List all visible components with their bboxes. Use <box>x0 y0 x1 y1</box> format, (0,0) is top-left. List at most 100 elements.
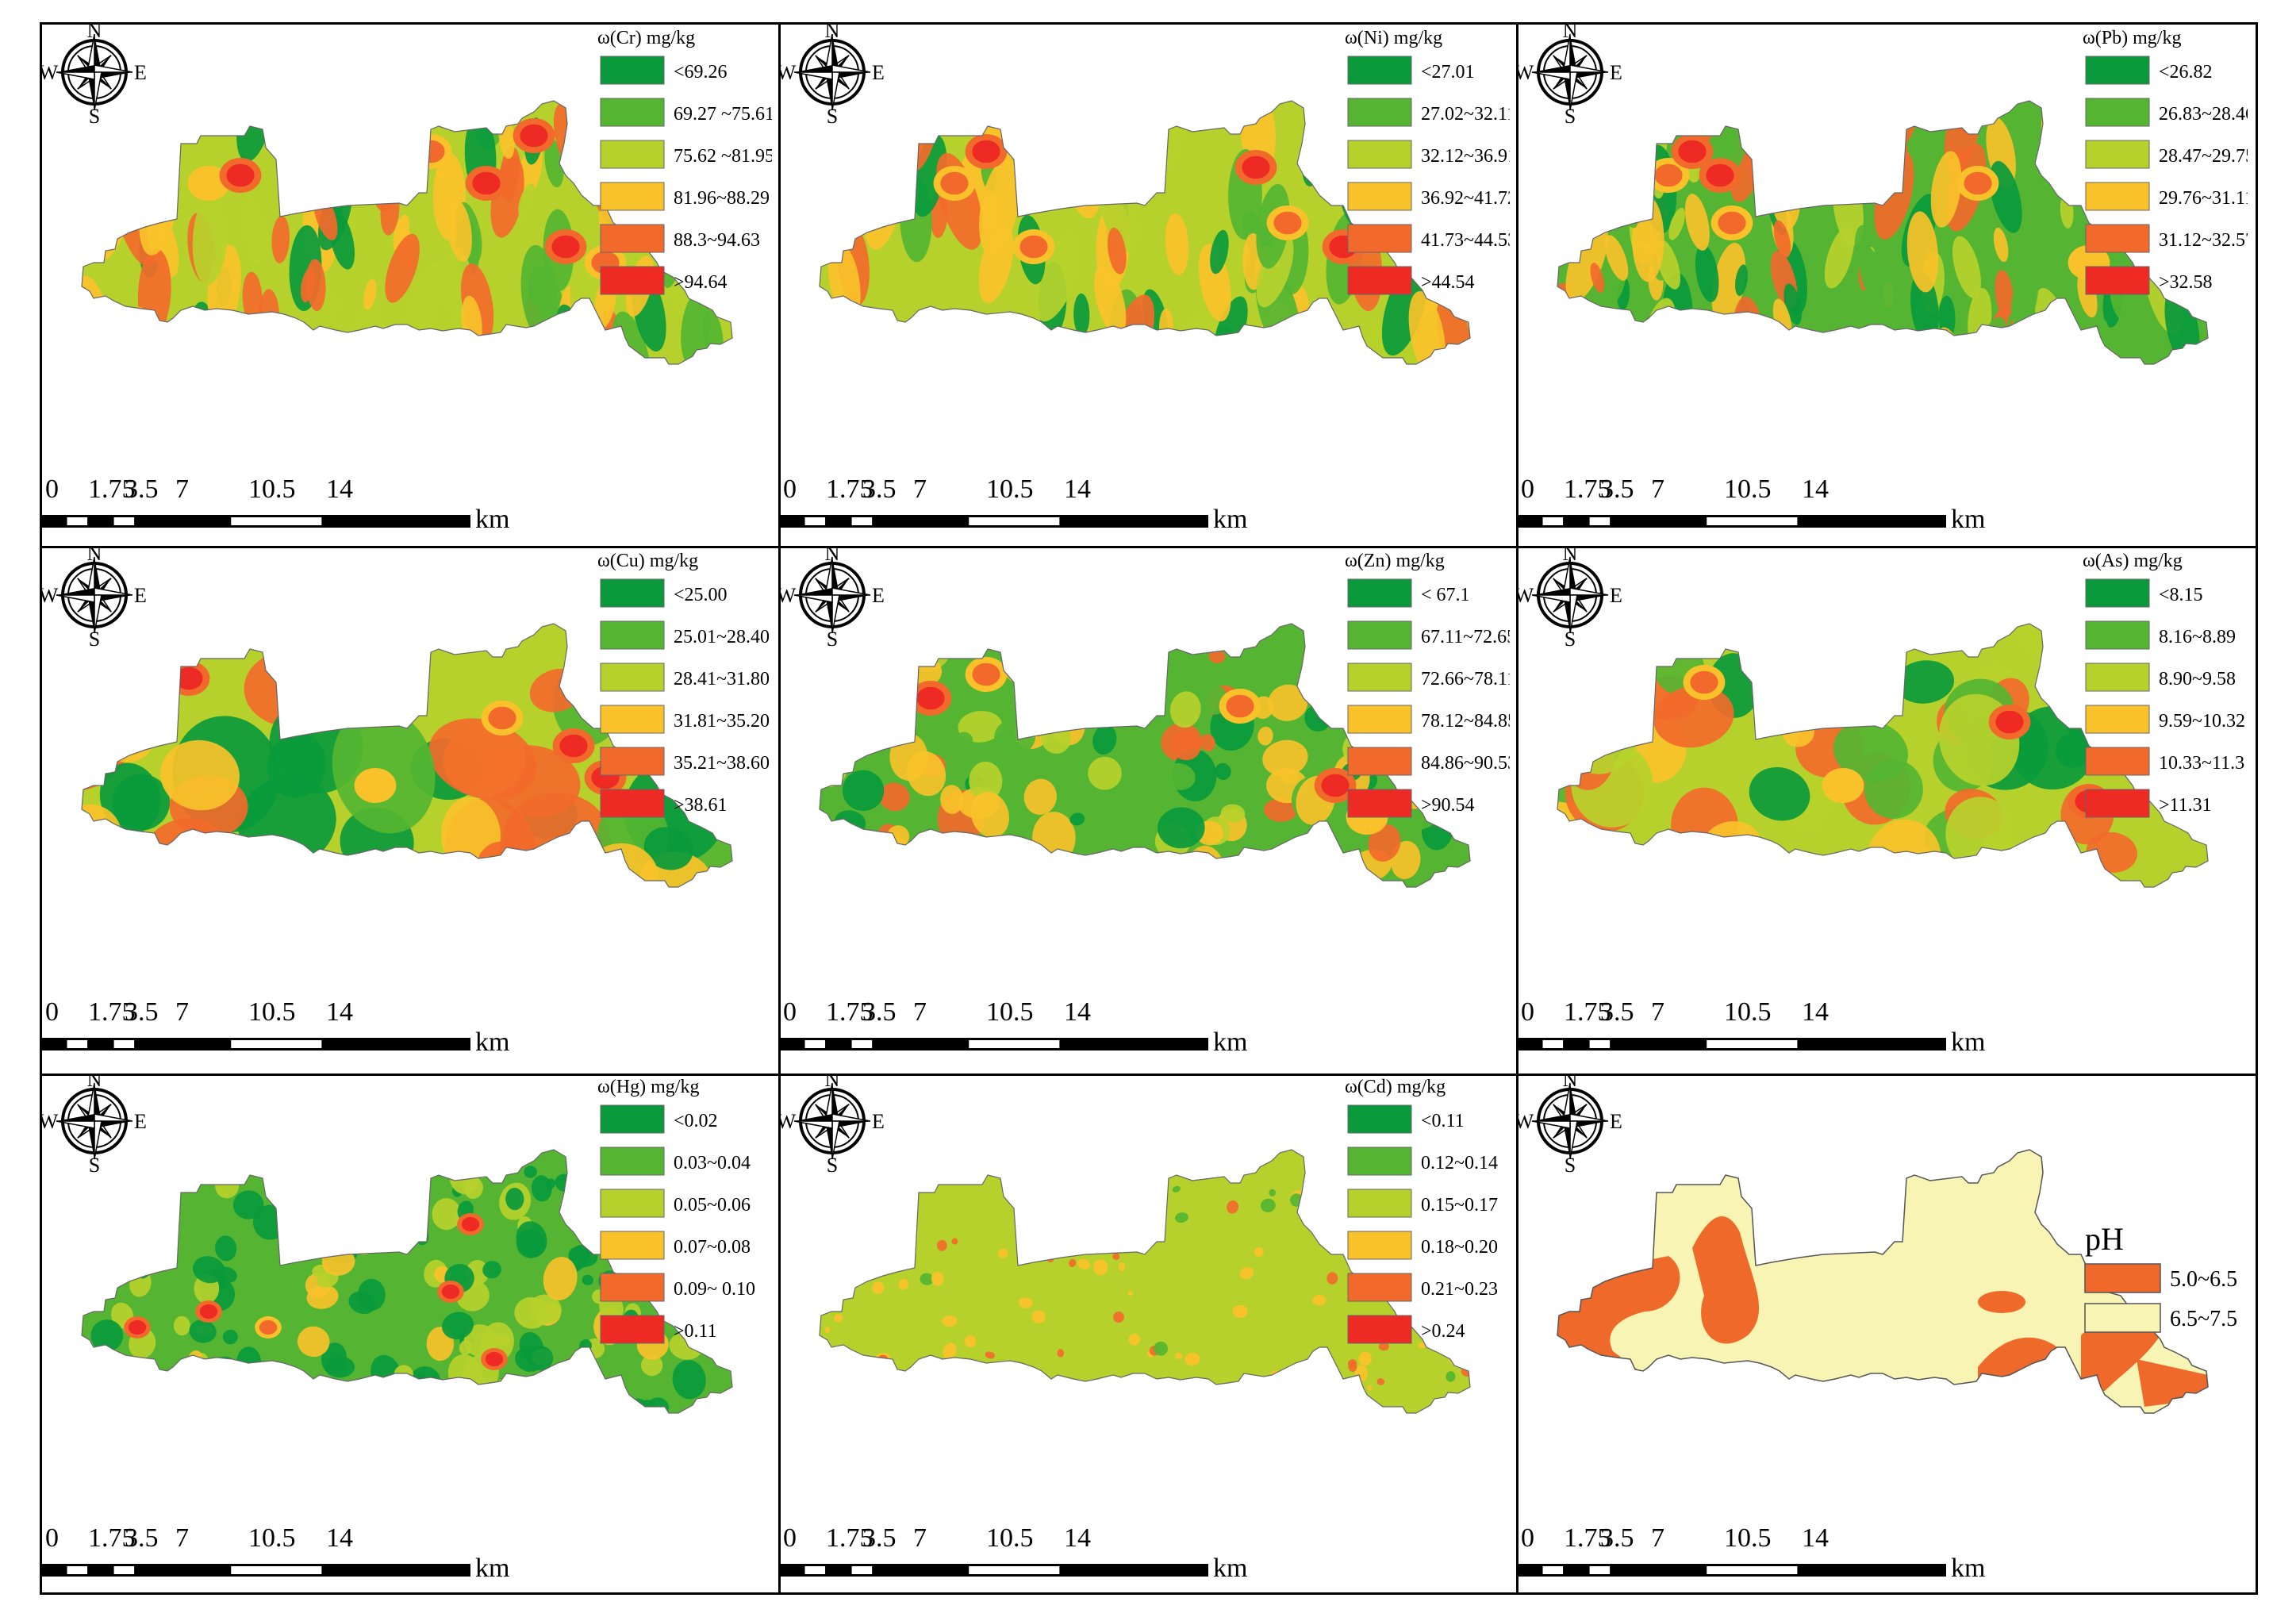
concentration-patch <box>315 1384 344 1406</box>
legend-label: >90.54 <box>1421 795 1475 816</box>
compass-west-label: W <box>1518 61 1534 84</box>
concentration-patch <box>1895 660 1955 704</box>
concentration-patch <box>1256 234 1294 308</box>
concentration-patch <box>1832 269 1852 308</box>
legend-label: < 67.1 <box>1421 585 1470 605</box>
concentration-patch <box>1131 128 1157 194</box>
concentration-patch <box>1108 227 1127 275</box>
scale-tick-label: 14 <box>1802 1523 1829 1553</box>
scale-bar-segment <box>1707 517 1798 525</box>
concentration-patch <box>1253 848 1292 885</box>
north-arrow-compass: N S E W <box>777 19 885 128</box>
concentration-patch <box>1049 1243 1058 1250</box>
concentration-patch <box>1298 1365 1313 1377</box>
hotspot <box>1234 1307 1246 1316</box>
legend-title: ω(Hg) mg/kg <box>597 1077 699 1097</box>
scale-tick-label: 3.5 <box>862 474 897 504</box>
hotspot <box>1829 774 1857 797</box>
compass-north-label: N <box>825 25 840 42</box>
concentration-patch <box>368 1208 379 1219</box>
scale-tick-label: 10.5 <box>1724 474 1772 504</box>
concentration-patch <box>964 1335 977 1348</box>
concentration-patch <box>868 1369 883 1387</box>
concentration-patch <box>1930 151 1962 228</box>
legend-swatch <box>1347 1189 1412 1218</box>
concentration-patch <box>1019 758 1038 773</box>
concentration-patch <box>1165 213 1189 275</box>
legend-swatch <box>1347 789 1412 818</box>
scale-tick-label: 0 <box>783 1523 797 1553</box>
map-grid <box>40 22 2258 1595</box>
scale-bar-segment <box>1589 1040 1611 1048</box>
concentration-patch <box>1062 101 1087 144</box>
concentration-patch <box>1807 678 1851 726</box>
scale-tick-label: 7 <box>175 1523 189 1553</box>
map-area <box>81 1149 733 1414</box>
scale-tick-label: 1.75 <box>1564 474 1611 504</box>
legend-swatch <box>1347 224 1412 253</box>
compass-east-label: E <box>872 584 885 607</box>
concentration-patch <box>724 1339 732 1350</box>
concentration-patch <box>1590 263 1605 294</box>
scale-bar-segment <box>67 517 88 525</box>
concentration-patch <box>116 1191 131 1203</box>
concentration-patch <box>823 1288 830 1293</box>
compass-north-label: N <box>87 547 102 565</box>
concentration-patch <box>936 1239 947 1251</box>
concentration-patch <box>404 142 421 179</box>
compass-south-label: S <box>1565 105 1576 128</box>
legend-label: >38.61 <box>674 795 728 816</box>
legend-swatch <box>2085 224 2150 253</box>
map-fill <box>820 1150 1470 1413</box>
compass-south-label: S <box>827 1154 838 1177</box>
concentration-patch <box>133 101 164 177</box>
concentration-patch <box>228 312 251 357</box>
legend-label: >0.11 <box>674 1321 717 1342</box>
legend: ω(Hg) mg/kg <0.02 0.03~0.04 0.05~0.06 0.07~0… <box>597 1077 755 1344</box>
legend: ω(Cd) mg/kg <0.11 0.12~0.14 0.15~0.17 0.18~0… <box>1345 1077 1498 1344</box>
concentration-patch <box>82 1224 95 1243</box>
compass-west-label: W <box>42 1110 59 1133</box>
legend-label: 26.83~28.46 <box>2159 104 2248 125</box>
concentration-patch <box>1105 679 1130 702</box>
concentration-patch <box>1565 219 1608 302</box>
compass-west-label: W <box>1518 1110 1534 1133</box>
concentration-patch <box>305 259 326 311</box>
legend-swatch <box>1347 140 1412 169</box>
hotspot <box>551 235 580 259</box>
concentration-patch <box>1031 1310 1046 1323</box>
legend-label: 75.62 ~81.95 <box>674 146 772 167</box>
scale-bar-segment <box>113 1040 135 1048</box>
map-boundary <box>819 1149 1471 1414</box>
concentration-patch <box>1367 1385 1373 1391</box>
hotspot <box>1678 140 1707 163</box>
legend-label: 69.27 ~75.61 <box>674 104 772 125</box>
concentration-patch <box>134 1392 152 1405</box>
map-panel-pb: N S E W 0 1.75 3.5 7 10.5 14 km ω(Pb) mg/kg <26.82 26… <box>1515 19 2255 548</box>
compass-east-label: E <box>134 61 147 84</box>
concentration-patch <box>859 1252 873 1268</box>
concentration-patch <box>988 1385 996 1392</box>
legend-swatch <box>1347 620 1412 650</box>
concentration-patch <box>1605 144 1618 173</box>
concentration-patch <box>547 1398 571 1413</box>
legend-swatch <box>2084 1263 2161 1293</box>
scale-tick-label: 3.5 <box>125 1523 159 1553</box>
concentration-patch <box>1069 812 1085 826</box>
concentration-patch <box>842 770 885 812</box>
legend: ω(As) mg/kg <8.15 8.16~8.89 8.90~9.58 9.59~1… <box>2083 551 2245 818</box>
legend-swatch <box>600 182 665 211</box>
concentration-patch <box>931 1271 944 1286</box>
compass-north-label: N <box>87 1074 102 1091</box>
concentration-patch <box>989 859 1020 887</box>
hotspot <box>1019 235 1048 259</box>
map-figure: N S E W 0 1.753.5 7 10.5 14 km ω(Cd) mg/kg <0.11 0.1… <box>777 1068 1498 1583</box>
concentration-patch <box>192 192 228 285</box>
concentration-patch <box>854 860 886 887</box>
legend-label: <25.00 <box>674 585 728 605</box>
concentration-patch <box>1239 1267 1254 1280</box>
concentration-patch <box>101 1397 119 1411</box>
hotspot <box>1226 694 1254 718</box>
concentration-patch <box>432 1197 461 1231</box>
concentration-patch <box>1127 1290 1133 1296</box>
